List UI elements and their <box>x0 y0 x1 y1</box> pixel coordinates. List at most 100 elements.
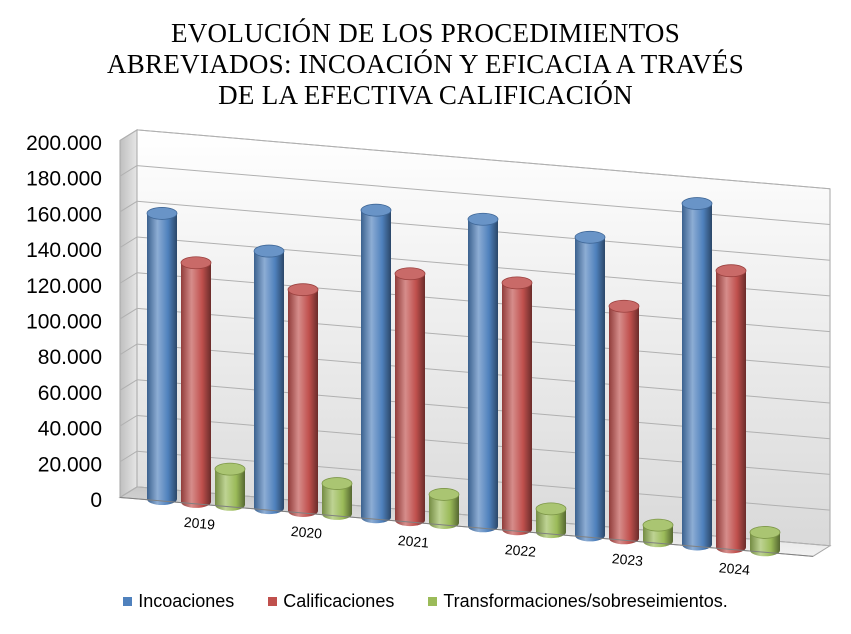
bar-cap <box>467 212 499 226</box>
bar-cap <box>681 197 713 210</box>
x-axis-line <box>119 496 814 557</box>
y-tick-label: 20.000 <box>38 453 102 476</box>
y-tick-label: 200.000 <box>26 132 102 155</box>
bar-body <box>429 494 459 529</box>
gridline-side <box>119 165 138 177</box>
bar-cap <box>642 518 674 532</box>
bar-body <box>254 251 284 515</box>
x-tick-label: 2020 <box>290 523 323 542</box>
y-tick-label: 140.000 <box>26 239 102 262</box>
bar-2023-0 <box>574 230 606 542</box>
bar-cap <box>535 502 567 516</box>
bar-2024-2 <box>749 526 781 557</box>
bar-cap <box>287 283 319 297</box>
bar-cap <box>146 207 178 220</box>
bar-cap <box>394 267 426 281</box>
gridline <box>136 165 831 225</box>
bars <box>146 197 781 557</box>
bar-2022-1 <box>501 276 533 536</box>
bar-body <box>468 219 498 533</box>
gridline-side <box>119 272 138 284</box>
bar-body <box>288 289 318 518</box>
bar-cap <box>749 526 781 539</box>
chart-title-line-2: ABREVIADOS: INCOACIÓN Y EFICACIA A TRAVÉ… <box>106 49 745 79</box>
legend-item-calificaciones: Calificaciones <box>268 591 394 612</box>
y-tick-label: 180.000 <box>26 168 102 191</box>
bar-body <box>322 483 352 520</box>
x-tick-label: 2021 <box>397 532 430 551</box>
gridline-side <box>119 129 138 141</box>
gridline-side <box>119 200 138 213</box>
gridline-side <box>119 415 138 427</box>
bar-2024-0 <box>681 197 713 551</box>
bar-body <box>750 532 780 557</box>
bar-body <box>147 213 177 506</box>
bar-cap <box>253 244 285 258</box>
bar-2023-2 <box>642 518 674 548</box>
x-tick-label: 2019 <box>183 514 216 533</box>
x-tick-label: 2022 <box>504 541 537 560</box>
y-tick-label: 60.000 <box>38 382 102 405</box>
bar-cap <box>501 276 533 290</box>
bar-body <box>502 282 532 536</box>
y-axis: 0 20.000 40.000 60.000 80.000 100.000 120.000 1… <box>26 132 102 512</box>
legend-item-transformaciones: Transformaciones/sobreseimientos. <box>428 590 728 612</box>
y-tick-label: 40.000 <box>38 418 102 441</box>
bar-cap <box>360 203 392 217</box>
y-tick-label: 80.000 <box>38 346 102 369</box>
bar-2019-0 <box>146 207 178 506</box>
legend-swatch-incoaciones <box>123 596 133 606</box>
y-tick-label: 160.000 <box>26 203 102 226</box>
legend-item-incoaciones: Incoaciones <box>123 591 234 612</box>
bar-2023-1 <box>608 299 640 545</box>
legend-swatch-calificaciones <box>268 596 278 606</box>
bar-2021-0 <box>360 203 392 524</box>
bar-cap <box>715 264 747 278</box>
legend-label-transformaciones: Transformaciones/sobreseimientos. <box>443 590 728 611</box>
bar-body <box>361 210 391 524</box>
bar-2021-1 <box>394 267 426 527</box>
bar-body <box>181 262 211 508</box>
bar-body <box>395 273 425 527</box>
legend-label-calificaciones: Calificaciones <box>283 590 395 611</box>
bar-2020-2 <box>321 477 353 520</box>
bar-cap <box>428 488 460 501</box>
gridline-side <box>119 379 138 391</box>
gridline-side <box>119 486 138 498</box>
bar-2022-0 <box>467 212 499 533</box>
gridline-side <box>119 236 138 248</box>
gridline <box>136 129 831 190</box>
bar-2020-1 <box>287 283 319 518</box>
bar-body <box>215 469 245 511</box>
legend-label-incoaciones: Incoaciones <box>138 590 235 611</box>
bar-body <box>609 306 639 545</box>
gridline-side <box>119 343 138 356</box>
y-tick-label: 120.000 <box>26 275 102 298</box>
bar-2021-2 <box>428 488 460 529</box>
bar-cap <box>608 299 640 313</box>
bar-body <box>575 237 605 542</box>
bar-cap <box>321 477 353 490</box>
bar-body <box>716 270 746 554</box>
legend-swatch-transformaciones <box>428 596 438 606</box>
legend: Incoaciones Calificaciones Transformacio… <box>0 588 851 614</box>
y-tick-label: 100.000 <box>26 311 102 334</box>
bar-body <box>536 508 566 539</box>
gridline-side <box>119 307 138 320</box>
bar-2019-2 <box>214 462 246 511</box>
bar-2022-2 <box>535 502 567 539</box>
gridline-side <box>119 450 138 463</box>
bar-cap <box>180 256 212 270</box>
bar-cap <box>214 462 246 476</box>
bar-body <box>682 203 712 551</box>
bar-2019-1 <box>180 256 212 508</box>
x-tick-label: 2023 <box>611 550 644 569</box>
bar-2020-0 <box>253 244 285 515</box>
x-axis: 2019 2020 2021 2022 2023 2024 <box>119 496 814 578</box>
chart-title-line-3: DE LA EFECTIVA CALIFICACIÓN <box>218 80 633 110</box>
bar-2024-1 <box>715 264 747 554</box>
x-tick-label: 2024 <box>718 559 751 578</box>
y-tick-label: 0 <box>90 489 102 512</box>
chart-title-line-1: EVOLUCIÓN DE LOS PROCEDIMIENTOS <box>170 18 681 48</box>
